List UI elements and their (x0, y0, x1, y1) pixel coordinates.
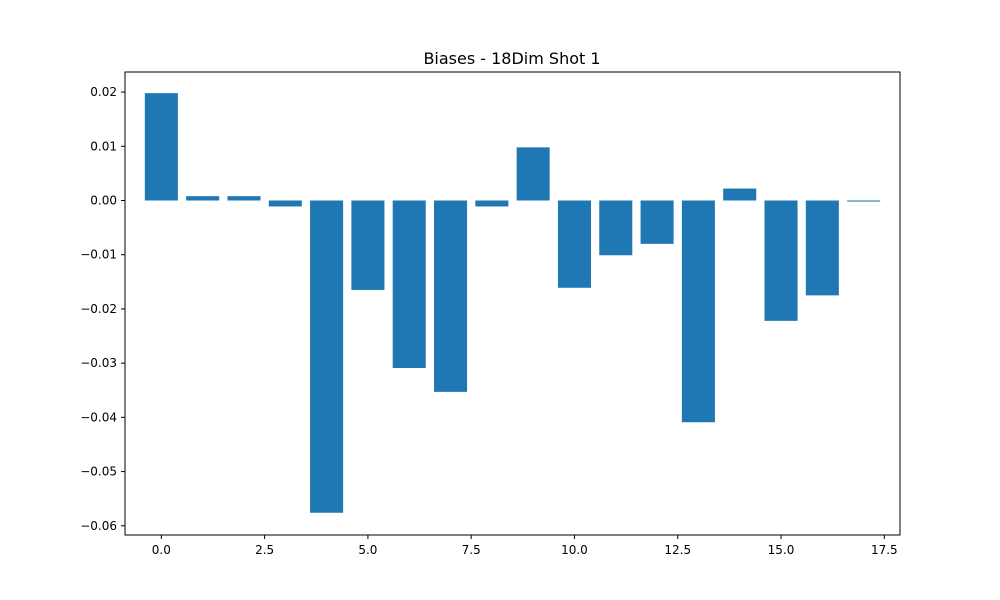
bar-15 (764, 200, 798, 321)
x-axis: 0.0 2.5 5.0 7.5 10.0 12.5 15.0 17.5 (152, 535, 898, 557)
y-tick-label: 0.02 (90, 85, 117, 99)
bar-13 (681, 200, 715, 423)
bar-16 (805, 200, 839, 296)
bar-11 (599, 200, 633, 256)
bar-7 (434, 200, 468, 392)
x-tick-label: 7.5 (462, 543, 481, 557)
bar-4 (310, 200, 344, 513)
chart-title: Biases - 18Dim Shot 1 (423, 49, 600, 68)
x-tick-label: 17.5 (871, 543, 898, 557)
bars-group (144, 93, 881, 513)
y-tick-label: −0.05 (80, 465, 117, 479)
y-tick-label: −0.01 (80, 248, 117, 262)
y-tick-label: 0.00 (90, 193, 117, 207)
bar-5 (351, 200, 385, 290)
x-tick-label: 10.0 (561, 543, 588, 557)
bar-17 (847, 200, 881, 202)
bar-9 (516, 147, 550, 201)
bar-0 (144, 93, 178, 201)
bar-2 (227, 196, 261, 201)
bar-8 (475, 200, 509, 207)
x-tick-label: 5.0 (358, 543, 377, 557)
bar-14 (723, 188, 757, 201)
y-tick-label: 0.01 (90, 139, 117, 153)
y-tick-label: −0.02 (80, 302, 117, 316)
bar-12 (640, 200, 674, 244)
plot-area-frame (124, 71, 901, 536)
y-tick-label: −0.03 (80, 356, 117, 370)
bar-6 (392, 200, 426, 369)
x-tick-label: 0.0 (152, 543, 171, 557)
y-tick-label: −0.06 (80, 519, 117, 533)
bar-3 (268, 200, 302, 207)
y-axis: 0.02 0.01 0.00 −0.01 −0.02 −0.03 −0.04 −0.05 −0.… (80, 85, 125, 533)
bar-1 (186, 196, 220, 201)
x-tick-label: 12.5 (664, 543, 691, 557)
x-tick-label: 15.0 (768, 543, 795, 557)
x-tick-label: 2.5 (255, 543, 274, 557)
bar-10 (557, 200, 591, 288)
y-tick-label: −0.04 (80, 410, 117, 424)
